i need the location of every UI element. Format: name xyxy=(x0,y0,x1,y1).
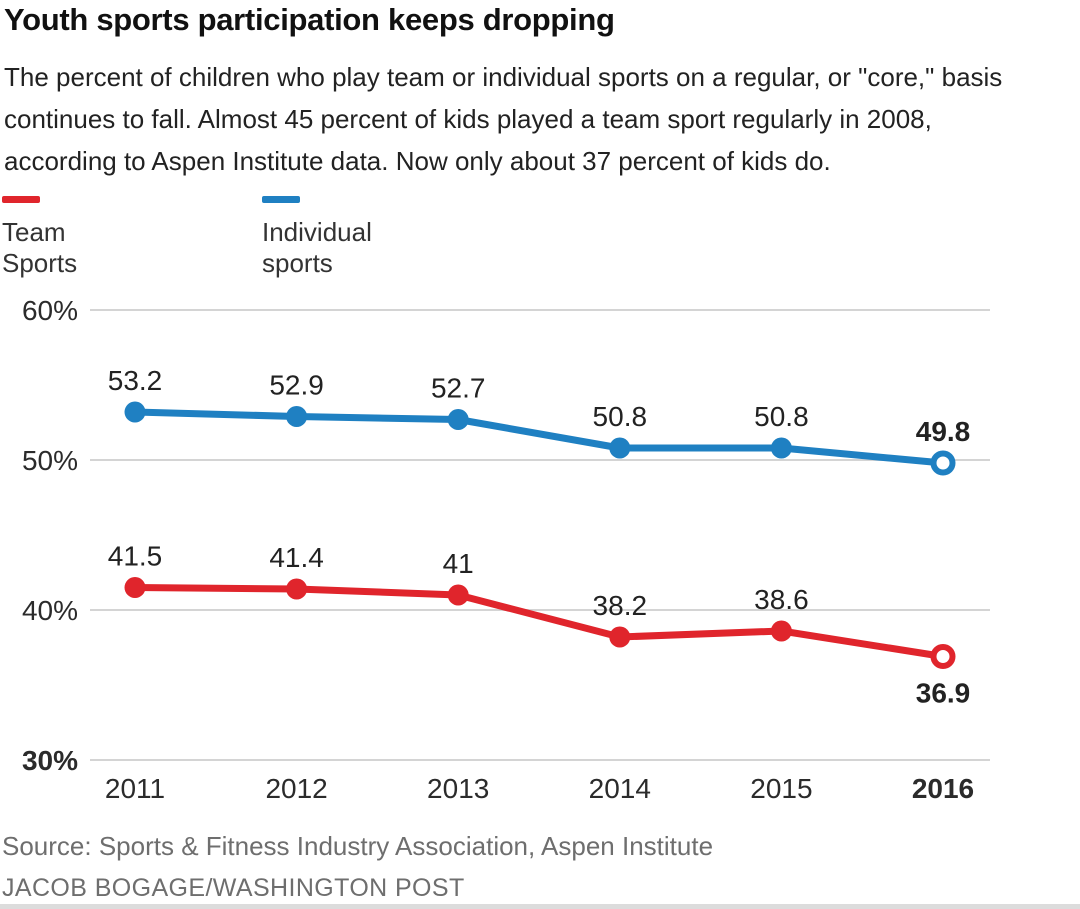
data-label: 52.9 xyxy=(269,370,324,401)
x-axis-tick: 2015 xyxy=(750,773,812,804)
data-label: 41.4 xyxy=(269,542,324,573)
y-axis-tick: 30% xyxy=(22,745,78,776)
y-axis-tick: 40% xyxy=(22,595,78,626)
data-label: 49.8 xyxy=(916,416,971,447)
data-label: 41 xyxy=(443,548,474,579)
x-axis-tick: 2016 xyxy=(912,773,974,804)
x-axis-tick: 2012 xyxy=(265,773,327,804)
y-axis-tick: 50% xyxy=(22,445,78,476)
data-point xyxy=(770,437,792,459)
individual-sports-swatch-icon xyxy=(262,196,300,203)
series-line xyxy=(134,408,944,467)
data-point-open xyxy=(930,450,956,476)
data-label: 50.8 xyxy=(754,401,809,432)
x-axis-tick: 2014 xyxy=(589,773,651,804)
x-axis-tick: 2013 xyxy=(427,773,489,804)
byline: JACOB BOGAGE/WASHINGTON POST xyxy=(2,874,465,902)
data-point xyxy=(447,409,469,430)
line-chart: 60% 50% 40% 30% 2011 2012 2013 2014 2015 2016 53.2… xyxy=(22,295,990,804)
data-point xyxy=(447,584,469,606)
data-point xyxy=(286,578,308,600)
data-label: 38.2 xyxy=(593,590,648,621)
legend-label: Team Sports xyxy=(2,217,78,278)
bottom-divider xyxy=(0,904,1080,909)
page-title: Youth sports participation keeps droppin… xyxy=(4,2,615,37)
data-label: 36.9 xyxy=(916,678,971,709)
data-label: 38.6 xyxy=(754,584,809,615)
legend-item-individual-sports: Individual sports xyxy=(262,196,372,279)
data-label: 41.5 xyxy=(108,541,163,572)
legend-label: Individual sports xyxy=(262,217,372,278)
legend-item-team-sports: Team Sports xyxy=(2,196,77,279)
data-label: 50.8 xyxy=(593,401,648,432)
x-axis-tick: 2011 xyxy=(105,773,165,804)
data-label: 53.2 xyxy=(108,365,163,396)
data-point xyxy=(124,577,146,598)
y-axis-tick: 60% xyxy=(22,295,78,326)
data-point-open xyxy=(930,644,956,669)
series-line xyxy=(134,584,944,660)
data-point xyxy=(609,437,631,459)
source-note: Source: Sports & Fitness Industry Associ… xyxy=(2,831,714,861)
data-point xyxy=(609,626,631,648)
data-label: 52.7 xyxy=(431,373,486,404)
chart-subtitle: The percent of children who play team or… xyxy=(4,62,1003,176)
data-point xyxy=(286,406,308,427)
data-point xyxy=(124,401,146,423)
team-sports-swatch-icon xyxy=(2,196,40,203)
data-point xyxy=(770,620,792,642)
